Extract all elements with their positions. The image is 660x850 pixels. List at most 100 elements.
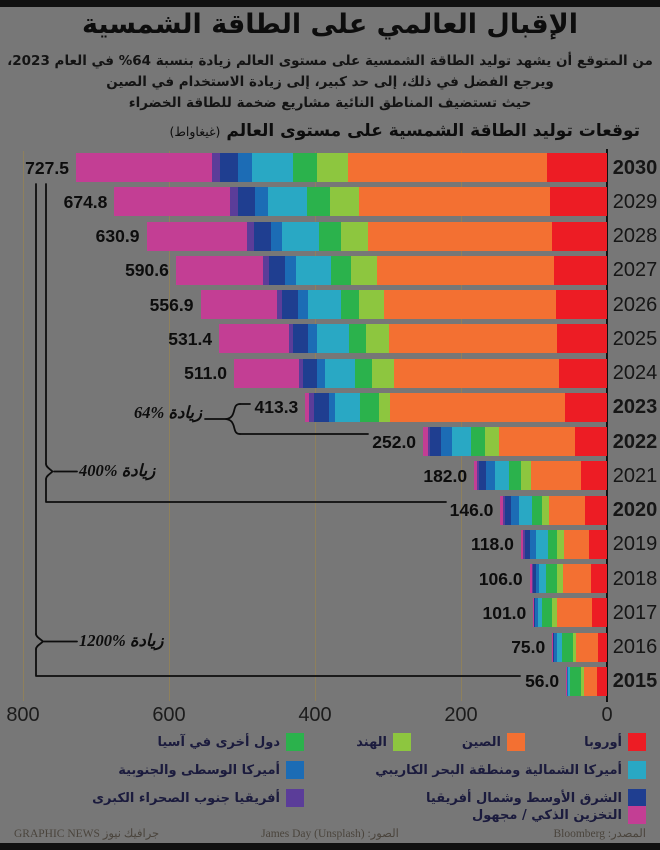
bar-segment-other-asia [542, 598, 553, 628]
bar-segment-north-america-caribbean [325, 358, 356, 388]
value-label-2029: 674.8 [63, 191, 108, 212]
legend-swatch-europe [628, 733, 646, 751]
bar-segment-storage-unknown [234, 358, 300, 388]
bar-segment-storage-unknown [219, 324, 289, 354]
year-label-2018: 2018 [612, 567, 658, 590]
bar-segment-middle-east-north-africa [553, 632, 555, 662]
bar-segment-middle-east-north-africa [220, 153, 239, 182]
legend-swatch-other-asia [286, 733, 304, 751]
bar-segment-middle-east-north-africa [504, 495, 512, 525]
bar-segment-india [557, 564, 564, 593]
bar-row-2015 [566, 666, 607, 696]
bar-segment-central-south-america [297, 290, 308, 319]
bar-segment-sub-saharan-africa [299, 358, 303, 388]
bar-segment-europe [547, 153, 607, 182]
year-label-2024: 2024 [612, 362, 658, 384]
value-label-2023: 413.3 [254, 397, 299, 418]
bar-segment-india [317, 153, 348, 182]
subtitle-line-2: ويرجع الفضل في ذلك، إلى حد كبير، إلى زيا… [106, 74, 554, 90]
bar-segment-china [563, 564, 591, 593]
bar-segment-storage-unknown [533, 598, 535, 628]
legend-swatch-middle-east-north-africa [628, 789, 646, 807]
legend-label-china: الصين [461, 735, 501, 750]
year-label-2020: 2020 [612, 499, 658, 521]
bar-segment-india [542, 495, 550, 525]
bar-segment-storage-unknown [474, 461, 478, 491]
bar-segment-central-south-america [307, 324, 318, 354]
brand-credit: جرافيك نيوز GRAPHIC NEWS [14, 828, 160, 840]
legend-swatch-china [507, 733, 525, 751]
year-label-2019: 2019 [612, 533, 658, 556]
bar-segment-other-asia [293, 153, 318, 182]
bar-segment-central-south-america [270, 221, 283, 251]
value-label-2026: 556.9 [149, 294, 194, 315]
bar-segment-central-south-america [255, 187, 268, 217]
bar-segment-china [563, 529, 590, 559]
axis-tick-label-200: 200 [444, 704, 478, 726]
bar-segment-sub-saharan-africa [288, 324, 294, 354]
source-credit: المصدر: Bloomberg [553, 828, 646, 840]
bar-row-2026 [200, 290, 607, 319]
bar-segment-europe [555, 290, 607, 319]
bar-row-2019 [520, 529, 607, 559]
bar-segment-europe [574, 427, 607, 456]
bar-segment-north-america-caribbean [537, 598, 543, 628]
bar-segment-china [393, 358, 559, 388]
bar-row-2029 [114, 187, 607, 217]
bar-segment-india [366, 324, 390, 354]
bar-segment-north-america-caribbean [317, 324, 349, 354]
value-label-2021: 182.0 [423, 465, 468, 486]
legend-swatch-north-america-caribbean [628, 761, 646, 779]
bar-segment-sub-saharan-africa [247, 221, 254, 251]
value-label-2025: 531.4 [168, 328, 213, 349]
bar-row-2025 [219, 324, 607, 354]
axis-tick-label-600: 600 [152, 704, 186, 726]
bar-segment-central-south-america [238, 153, 252, 182]
bar-segment-middle-east-north-africa [314, 392, 329, 422]
axis-zero-line [605, 149, 608, 702]
bar-segment-india [581, 666, 585, 696]
bar-segment-india [572, 632, 577, 662]
bar-segment-europe [557, 324, 607, 354]
bar-segment-central-south-america [554, 632, 557, 662]
bar-segment-middle-east-north-africa [478, 461, 486, 491]
bar-row-2028 [146, 221, 607, 251]
bar-segment-china [498, 427, 575, 456]
bar-segment-storage-unknown [75, 153, 213, 182]
value-label-2024: 511.0 [184, 363, 227, 383]
bar-segment-central-south-america [511, 495, 519, 525]
legend-label-north-america-caribbean: أميركا الشمالية ومنطقة البحر الكاريبي [375, 763, 622, 778]
bar-segment-sub-saharan-africa [277, 290, 283, 319]
bar-segment-north-america-caribbean [251, 153, 294, 182]
legend-swatch-sub-saharan-africa [286, 789, 304, 807]
legend-label-india: الهند [356, 735, 387, 750]
bar-segment-middle-east-north-africa [429, 427, 441, 456]
bar-row-2030 [75, 153, 607, 182]
photo-credit: الصور: James Day (Unsplash) [261, 828, 399, 840]
subtitle-line-1: من المتوقع أن يشهد توليد الطاقة الشمسية … [7, 53, 653, 69]
brace-1200 [35, 633, 44, 650]
year-label-2022: 2022 [612, 430, 658, 453]
bar-segment-north-america-caribbean [296, 255, 332, 285]
bar-segment-middle-east-north-africa [269, 255, 286, 285]
bar-segment-other-asia [509, 461, 521, 491]
bar-segment-china [377, 255, 555, 285]
bar-segment-middle-east-north-africa [293, 324, 308, 354]
bar-segment-central-south-america [440, 427, 453, 456]
bar-segment-india [378, 392, 391, 422]
bar-segment-other-asia [547, 529, 558, 559]
bar-segment-central-south-america [485, 461, 495, 491]
value-label-2030: 727.5 [25, 157, 69, 178]
axis-tick-label-400: 400 [298, 704, 332, 726]
axis-tick-label-0: 0 [601, 704, 613, 726]
bar-segment-china [368, 221, 553, 251]
chart-title-text: توقعات توليد الطاقة الشمسية على مستوى ال… [226, 121, 640, 141]
bar-segment-china [531, 461, 581, 491]
brace-400 [45, 463, 54, 480]
bar-segment-china [584, 666, 597, 696]
year-label-2017: 2017 [612, 601, 658, 624]
legend-swatch-storage-unknown [628, 806, 646, 824]
value-label-2018: 106.0 [478, 568, 523, 589]
year-label-2027: 2027 [612, 259, 658, 282]
bar-segment-storage-unknown [305, 392, 310, 422]
